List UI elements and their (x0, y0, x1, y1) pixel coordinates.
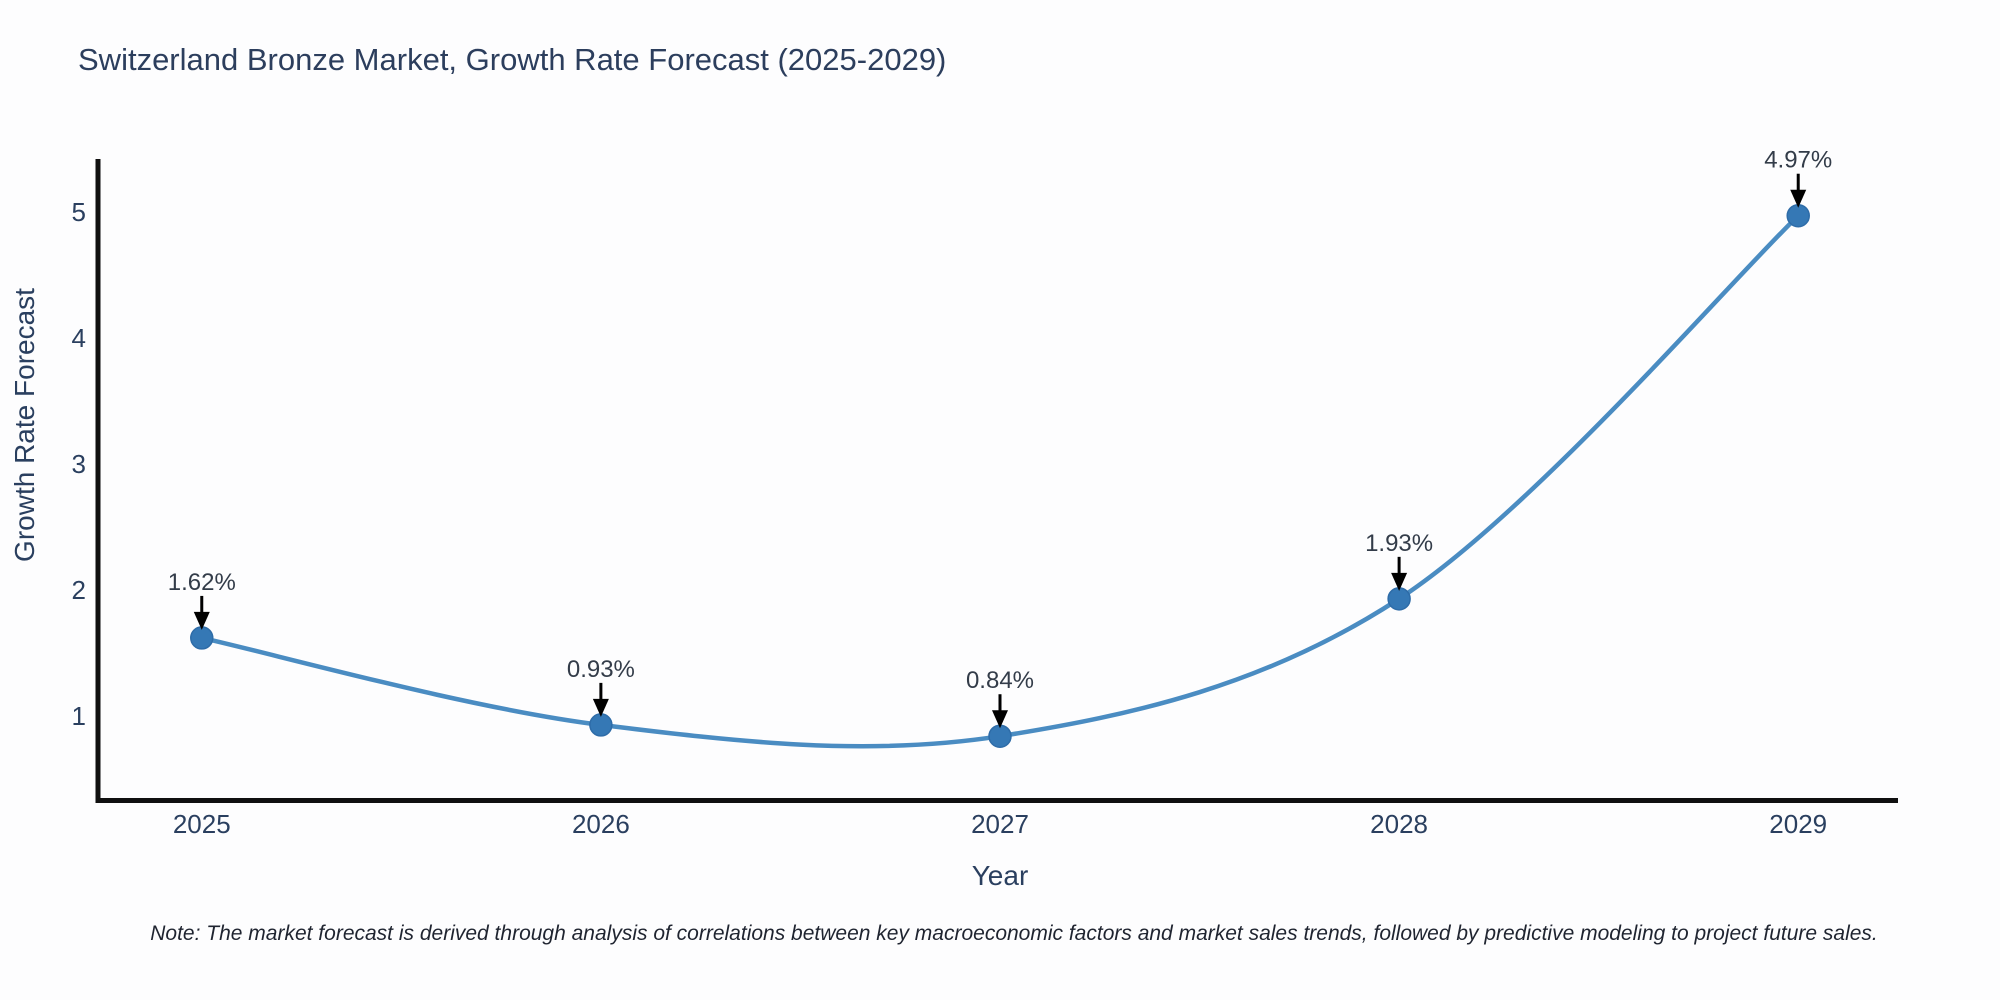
y-axis-tick-labels: 1 2 3 4 5 (72, 197, 86, 731)
x-tick-label: 2027 (971, 809, 1029, 839)
y-tick-label: 3 (72, 449, 86, 479)
point-annotation-label: 1.93% (1365, 530, 1433, 557)
data-point-marker (589, 713, 613, 737)
annotation-arrow-head (592, 698, 609, 717)
annotation-arrow-head (1790, 189, 1807, 208)
footnote: Note: The market forecast is derived thr… (150, 922, 1878, 945)
point-annotation-label: 4.97% (1764, 147, 1832, 174)
x-axis-tick-labels: 2025 2026 2027 2028 2029 (173, 809, 1827, 839)
data-point-marker (190, 626, 214, 650)
data-point-marker (1786, 203, 1810, 228)
x-tick-label: 2025 (173, 809, 231, 839)
x-tick-label: 2028 (1370, 809, 1428, 839)
point-annotation: 1.62% (168, 569, 236, 630)
data-point-marker (988, 724, 1012, 748)
data-point-markers (190, 203, 1810, 748)
point-annotation: 1.93% (1365, 530, 1433, 591)
point-annotation-label: 0.93% (567, 656, 635, 683)
y-tick-label: 4 (72, 323, 86, 353)
y-tick-label: 2 (72, 575, 86, 605)
annotation-arrow-head (991, 710, 1008, 729)
y-tick-label: 5 (72, 197, 86, 227)
axes (95, 159, 1898, 803)
point-annotation: 0.93% (567, 656, 635, 717)
point-annotations: 1.62% 0.93% 0.84% 1.93% 4.97% (168, 147, 1832, 729)
x-tick-label: 2029 (1769, 809, 1827, 839)
y-tick-label: 1 (72, 701, 86, 731)
x-tick-label: 2026 (572, 809, 630, 839)
annotation-arrow-head (193, 611, 210, 630)
x-axis-title: Year (972, 860, 1029, 891)
annotation-arrow-head (1391, 572, 1408, 591)
data-point-marker (1387, 587, 1411, 611)
y-axis-title: Growth Rate Forecast (9, 288, 40, 562)
point-annotation: 4.97% (1764, 147, 1832, 208)
chart-title: Switzerland Bronze Market, Growth Rate F… (78, 42, 946, 77)
point-annotation: 0.84% (966, 667, 1034, 729)
point-annotation-label: 0.84% (966, 667, 1034, 694)
point-annotation-label: 1.62% (168, 569, 236, 596)
